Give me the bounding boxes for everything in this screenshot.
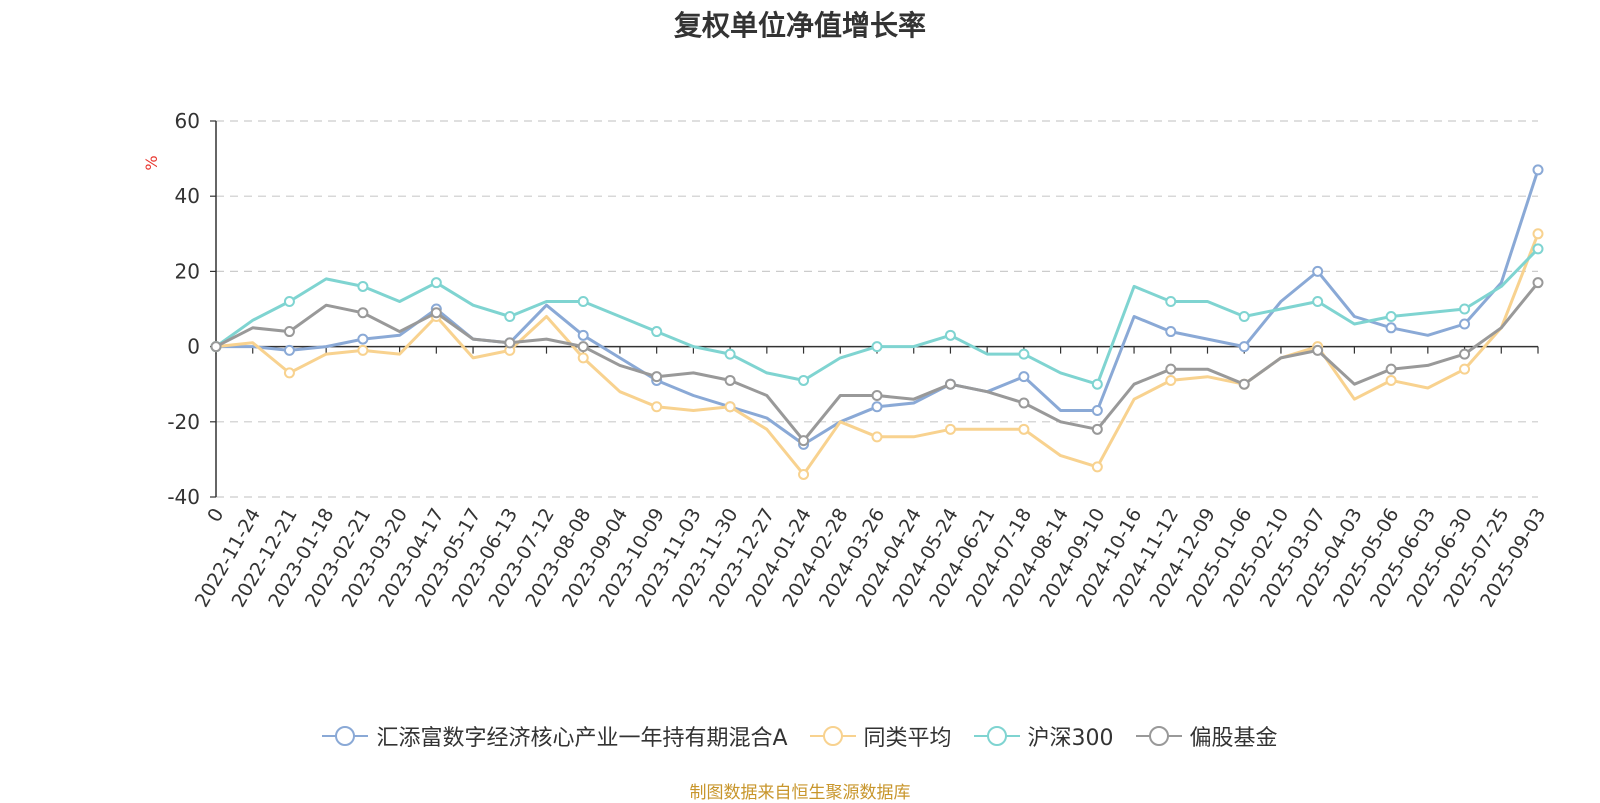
y-tick-label: 40 — [175, 184, 200, 208]
data-point — [430, 307, 442, 319]
data-point — [283, 295, 295, 307]
data-point — [1165, 295, 1177, 307]
data-point — [1091, 423, 1103, 435]
data-point — [1018, 423, 1030, 435]
data-point — [651, 326, 663, 338]
legend-item-1[interactable]: 同类平均 — [809, 720, 952, 752]
data-point — [283, 367, 295, 379]
data-point — [577, 295, 589, 307]
data-point — [1018, 348, 1030, 360]
source-note: 制图数据来自恒生聚源数据库 — [689, 783, 911, 803]
data-point — [1165, 374, 1177, 386]
data-point — [1238, 341, 1250, 353]
data-point — [283, 326, 295, 338]
data-point — [1385, 322, 1397, 334]
data-point — [1459, 303, 1471, 315]
data-point — [1532, 243, 1544, 255]
series-line-3 — [214, 281, 1540, 443]
data-point — [798, 374, 810, 386]
data-point — [577, 341, 589, 353]
data-point — [357, 307, 369, 319]
data-point — [504, 337, 516, 349]
data-point — [430, 277, 442, 289]
data-point — [1165, 363, 1177, 375]
data-point — [210, 341, 222, 353]
y-tick-label: 20 — [175, 259, 200, 283]
data-point — [724, 401, 736, 413]
data-point — [1459, 363, 1471, 375]
legend-label: 同类平均 — [863, 726, 952, 751]
data-point — [724, 348, 736, 360]
data-point — [798, 435, 810, 447]
line-chart: -40-20020406002022-11-242022-12-212023-0… — [142, 109, 1550, 611]
legend-label: 汇添富数字经济核心产业一年持有期混合A — [376, 726, 788, 751]
data-point — [1385, 374, 1397, 386]
legend-label: 沪深300 — [1027, 726, 1114, 751]
chart-title: 复权单位净值增长率 — [673, 9, 926, 42]
data-point — [283, 344, 295, 356]
axes: -40-20020406002022-11-242022-12-212023-0… — [167, 109, 1550, 611]
y-tick-label: -40 — [167, 485, 200, 509]
data-point — [357, 280, 369, 292]
data-point — [871, 431, 883, 443]
data-point — [1312, 265, 1324, 277]
y-tick-label: 0 — [187, 335, 200, 359]
data-point — [1385, 363, 1397, 375]
legend-item-3[interactable]: 偏股基金 — [1135, 720, 1278, 752]
data-point — [1532, 164, 1544, 176]
data-point — [651, 371, 663, 383]
data-point — [798, 468, 810, 480]
legend-marker-icon — [1135, 726, 1182, 746]
legend-label: 偏股基金 — [1189, 726, 1278, 751]
data-point — [577, 352, 589, 364]
data-point — [577, 329, 589, 341]
data-point — [1238, 311, 1250, 323]
data-point — [871, 341, 883, 353]
data-point — [1312, 344, 1324, 356]
data-point — [651, 401, 663, 413]
data-point — [1091, 378, 1103, 390]
data-point — [1091, 405, 1103, 417]
data-point — [944, 329, 956, 341]
y-axis-unit: % — [142, 155, 161, 170]
data-point — [1459, 318, 1471, 330]
y-tick-label: -20 — [167, 410, 200, 434]
data-point — [871, 401, 883, 413]
data-point — [1165, 326, 1177, 338]
data-point — [1238, 378, 1250, 390]
data-point — [504, 311, 516, 323]
legend: 汇添富数字经济核心产业一年持有期混合A 同类平均 沪深300 偏股基金 — [0, 720, 1600, 752]
legend-marker-icon — [973, 726, 1020, 746]
data-point — [1018, 397, 1030, 409]
data-point — [1532, 228, 1544, 240]
data-point — [944, 378, 956, 390]
data-point — [357, 344, 369, 356]
data-point — [1312, 295, 1324, 307]
data-point — [944, 423, 956, 435]
data-point — [871, 389, 883, 401]
x-tick-label: 0 — [203, 505, 228, 526]
series-line-2 — [214, 247, 1540, 386]
data-point — [1091, 461, 1103, 473]
data-point — [1459, 348, 1471, 360]
y-tick-label: 60 — [175, 109, 200, 133]
data-point — [1018, 371, 1030, 383]
data-point — [1385, 311, 1397, 323]
data-point — [724, 374, 736, 386]
legend-item-2[interactable]: 沪深300 — [973, 720, 1114, 752]
legend-marker-icon — [322, 726, 369, 746]
series-lines — [210, 164, 1544, 480]
legend-marker-icon — [809, 726, 856, 746]
data-point — [357, 333, 369, 345]
legend-item-0[interactable]: 汇添富数字经济核心产业一年持有期混合A — [322, 720, 788, 752]
data-point — [1532, 277, 1544, 289]
